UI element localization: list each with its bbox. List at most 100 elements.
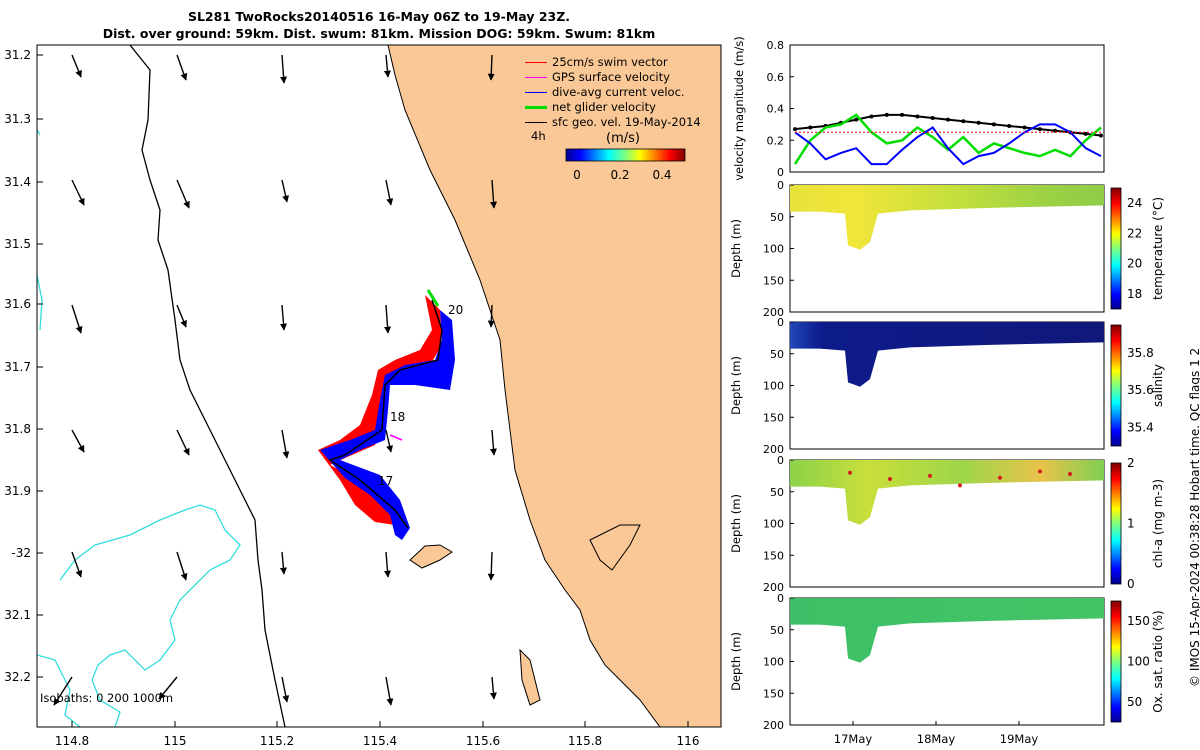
map-panel: 20 18 17 4h Isobaths: 0 200 1000m (37, 45, 721, 727)
section-colorbar (1110, 187, 1122, 310)
colorbar-title: chl-a (mg m-3) (1151, 479, 1165, 568)
lon-tick-label: 115 (164, 734, 187, 748)
isobath-1000m (37, 129, 241, 727)
chl-high-point (888, 477, 892, 482)
day-label-20: 20 (448, 303, 463, 317)
depth-ylabel: Depth (m) (729, 494, 743, 553)
depth-tick: 50 (770, 348, 784, 361)
glider-track (328, 299, 443, 529)
velocity-point (1053, 128, 1058, 133)
chl-high-point (1038, 469, 1042, 474)
colorbar-tick-label: 1 (1127, 517, 1135, 531)
depth-tick: 50 (770, 211, 784, 224)
gps-velocity-arrow (389, 434, 403, 441)
lat-tick-label: 31.9 (4, 484, 31, 498)
chl-high-point (928, 473, 932, 478)
velocity-series-line (794, 123, 1102, 166)
time-scale-label: 4h (531, 129, 546, 143)
legend-item-swim: 25cm/s swim vector (525, 55, 701, 70)
section-data-fill (790, 185, 1104, 250)
chl-high-point (1068, 471, 1072, 476)
surface-geo-velocity-arrows (53, 54, 498, 706)
colorbar-title: temperature (°C) (1151, 197, 1165, 300)
depth-tick: 0 (777, 316, 784, 329)
velocity-point (854, 117, 859, 122)
lat-tick-label: 31.8 (4, 422, 31, 436)
velocity-point (884, 112, 889, 117)
depth-tick: 150 (763, 549, 784, 562)
lon-tick-label: 115.8 (568, 734, 602, 748)
map-axis-ticks: 114.8 115 115.2 115.4 115.6 115.8 116 31.2 31.3 3… (4, 48, 699, 748)
legend-item-gps: GPS surface velocity (525, 70, 701, 85)
depth-ylabel: Depth (m) (729, 219, 743, 278)
map-frame (36, 44, 722, 728)
chl-high-point (848, 470, 852, 475)
lat-tick-label: 31.4 (4, 175, 31, 189)
colorbar-tick-label: 18 (1127, 287, 1142, 301)
legend-label-net: net glider velocity (552, 100, 656, 114)
chl-high-point (958, 483, 962, 488)
land-mass (387, 45, 721, 727)
colorbar-tick-label: 150 (1127, 614, 1150, 628)
colorbar-tick-label: 24 (1127, 196, 1142, 210)
day-label-18: 18 (390, 410, 405, 424)
depth-tick: 200 (763, 719, 784, 732)
island-garden (409, 544, 453, 569)
depth-tick: 100 (763, 518, 784, 531)
depth-ylabel: Depth (m) (729, 632, 743, 691)
velocity-point (1007, 123, 1012, 128)
section-colorbar (1110, 324, 1122, 447)
island-rottnest (519, 648, 541, 706)
colorbar-tick-label: 2 (1127, 456, 1135, 470)
right-panels: 0 0.2 0.4 0.6 0.8 velocity magnitude (m/s) 0 50… (729, 36, 1165, 746)
colorbar-tick-label: 22 (1127, 226, 1142, 240)
colorbar-tick: 0 (573, 168, 581, 182)
section-colorbar (1110, 600, 1122, 723)
velocity-panel (789, 44, 1105, 173)
depth-tick: 100 (763, 243, 784, 256)
figure-title-line2: Dist. over ground: 59km. Dist. swum: 81k… (102, 26, 656, 41)
lat-tick-label: 32.1 (4, 608, 31, 622)
dive-avg-ribbon (320, 310, 455, 540)
depth-tick: 100 (763, 380, 784, 393)
peninsula (589, 524, 641, 571)
colorbar-ticks: 0 0.2 0.4 (573, 168, 671, 182)
legend-label-gps: GPS surface velocity (552, 70, 670, 84)
figure-title-line1: SL281 TwoRocks20140516 16-May 06Z to 19-… (187, 9, 571, 24)
lon-tick-label: 115.6 (466, 734, 500, 748)
depth-tick: 100 (763, 656, 784, 669)
depth-tick: 50 (770, 486, 784, 499)
velocity-series-line (793, 113, 1102, 165)
legend-item-dive: dive-avg current veloc. (525, 85, 701, 100)
colorbar-tick: 0.2 (610, 168, 629, 182)
isobath-200m (129, 45, 286, 727)
lat-tick-label: 31.7 (4, 360, 31, 374)
depth-tick: 150 (763, 274, 784, 287)
velocity-point (793, 127, 797, 132)
velocity-point (1022, 125, 1027, 130)
velocity-point (1083, 131, 1088, 136)
velocity-ylabel: velocity magnitude (m/s) (732, 36, 746, 181)
colorbar-label: (m/s) (606, 131, 640, 146)
velocity-point (869, 114, 874, 119)
lat-tick-label: 32.2 (4, 670, 31, 684)
colorbar-tick-label: 0 (1127, 577, 1135, 591)
velocity-ytick: 0.8 (767, 39, 785, 52)
depth-tick: 0 (777, 592, 784, 605)
date-tick: 19May (1000, 732, 1039, 746)
map-legend: 25cm/s swim vector GPS surface velocity … (525, 55, 701, 130)
velocity-point (1037, 127, 1042, 132)
date-tick: 17May (834, 732, 873, 746)
colorbar-tick: 0.4 (652, 168, 671, 182)
legend-label-geo: sfc geo. vel. 19-May-2014 (552, 115, 701, 129)
velocity-point (930, 116, 935, 121)
section-data-fill (790, 460, 1104, 525)
colorbar-title: Ox. sat. ratio (%) (1151, 610, 1165, 712)
depth-tick: 200 (763, 306, 784, 319)
lat-tick-label: 31.5 (4, 237, 31, 251)
colorbar-tick-label: 35.8 (1127, 346, 1154, 360)
depth-tick: 0 (777, 454, 784, 467)
colorbar-title: salinity (1151, 364, 1165, 407)
day-label-17: 17 (378, 474, 393, 488)
